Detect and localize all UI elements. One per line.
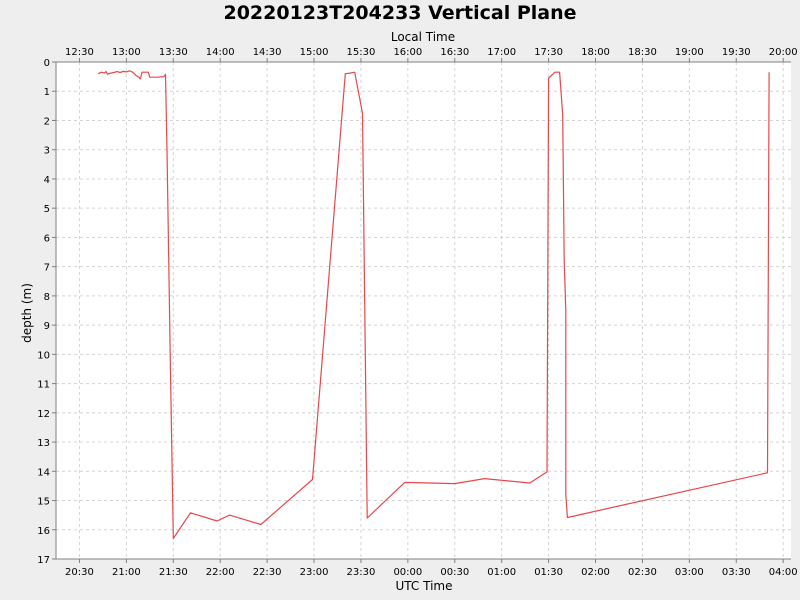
chart-title: 20220123T204233 Vertical Plane — [223, 2, 576, 24]
x2-tick-label: 17:30 — [534, 47, 563, 58]
x2-tick-label: 16:00 — [393, 47, 422, 58]
y-tick-label: 1 — [44, 87, 50, 98]
x2-tick-label: 13:00 — [112, 47, 141, 58]
axes — [52, 58, 791, 563]
x-tick-label: 20:30 — [65, 567, 94, 578]
x-tick-label: 03:00 — [675, 567, 704, 578]
grid — [56, 61, 791, 560]
x2-tick-label: 19:30 — [722, 47, 751, 58]
x2-tick-label: 19:00 — [675, 47, 704, 58]
y-tick-label: 5 — [44, 204, 50, 215]
x-tick-label: 03:30 — [722, 567, 751, 578]
x2-tick-label: 20:00 — [769, 47, 798, 58]
x-tick-label: 01:00 — [487, 567, 516, 578]
y-tick-label: 2 — [44, 116, 50, 127]
x-tick-label: 02:00 — [581, 567, 610, 578]
bottom-axis-title: UTC Time — [396, 579, 453, 593]
x-tick-label: 01:30 — [534, 567, 563, 578]
x-tick-label: 23:00 — [300, 567, 329, 578]
x2-tick-label: 13:30 — [159, 47, 188, 58]
y-tick-label: 9 — [44, 321, 50, 332]
x-tick-label: 23:30 — [347, 567, 376, 578]
y-tick-label: 3 — [44, 146, 50, 157]
y-tick-label: 15 — [37, 497, 50, 508]
y-tick-label: 0 — [44, 58, 50, 69]
plot-area — [56, 62, 791, 559]
x-tick-label: 00:00 — [393, 567, 422, 578]
series — [97, 70, 770, 540]
depth-series-line — [97, 70, 770, 540]
x2-tick-label: 17:00 — [487, 47, 516, 58]
x-tick-label: 02:30 — [628, 567, 657, 578]
y-tick-label: 7 — [44, 263, 50, 274]
x-tick-label: 04:00 — [769, 567, 798, 578]
y-tick-label: 11 — [37, 380, 50, 391]
y-tick-label: 8 — [44, 292, 50, 303]
top-axis-title: Local Time — [391, 30, 455, 44]
x-tick-label: 00:30 — [440, 567, 469, 578]
y-tick-label: 12 — [37, 409, 50, 420]
x2-tick-label: 18:30 — [628, 47, 657, 58]
y-tick-label: 14 — [37, 467, 50, 478]
x2-tick-label: 14:00 — [206, 47, 235, 58]
y-axis-title: depth (m) — [20, 283, 34, 343]
x2-tick-label: 16:30 — [440, 47, 469, 58]
y-tick-label: 6 — [44, 233, 50, 244]
x2-tick-label: 14:30 — [253, 47, 282, 58]
x-tick-label: 22:30 — [253, 567, 282, 578]
x-tick-label: 21:30 — [159, 567, 188, 578]
y-tick-label: 16 — [37, 526, 50, 537]
y-tick-label: 13 — [37, 438, 50, 449]
y-tick-label: 17 — [37, 555, 50, 566]
x-tick-label: 21:00 — [112, 567, 141, 578]
x2-tick-label: 18:00 — [581, 47, 610, 58]
tick-labels: 0123456789101112131415161720:3012:3021:0… — [37, 47, 797, 578]
x2-tick-label: 15:00 — [300, 47, 329, 58]
y-tick-label: 4 — [44, 175, 50, 186]
x2-tick-label: 12:30 — [65, 47, 94, 58]
x-tick-label: 22:00 — [206, 567, 235, 578]
y-tick-label: 10 — [37, 350, 50, 361]
x2-tick-label: 15:30 — [347, 47, 376, 58]
